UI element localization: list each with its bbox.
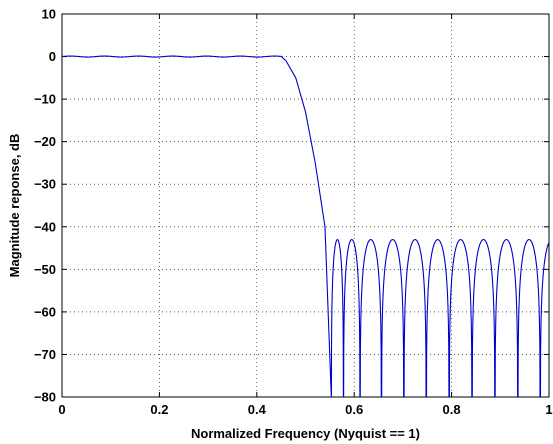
y-tick-label: −70 [34,347,56,362]
y-tick-label: −60 [34,304,56,319]
x-tick-label: 0 [58,402,65,417]
y-tick-label: −30 [34,177,56,192]
y-tick-labels: 10 0 −10 −20 −30 −40 −50 −60 −70 −80 [34,7,56,405]
grid [62,14,549,397]
x-tick-label: 1 [545,402,552,417]
x-tick-label: 0.8 [443,402,461,417]
x-tick-label: 0.4 [248,402,267,417]
y-axis-label: Magnitude reponse, dB [7,134,22,278]
y-tick-label: 0 [49,49,56,64]
plot-frame [61,13,550,398]
y-tick-label: −50 [34,262,56,277]
tick-marks [61,13,550,398]
y-tick-label: −10 [34,92,56,107]
x-tick-labels: 0 0.2 0.4 0.6 0.8 1 [58,402,552,417]
magnitude-response-line [62,55,549,397]
y-tick-label: 10 [42,7,56,22]
y-tick-label: −40 [34,219,56,234]
x-tick-label: 0.6 [345,402,363,417]
x-axis-label: Normalized Frequency (Nyquist == 1) [191,426,420,441]
y-tick-label: −20 [34,134,56,149]
x-tick-label: 0.2 [150,402,168,417]
y-tick-label: −80 [34,390,56,405]
